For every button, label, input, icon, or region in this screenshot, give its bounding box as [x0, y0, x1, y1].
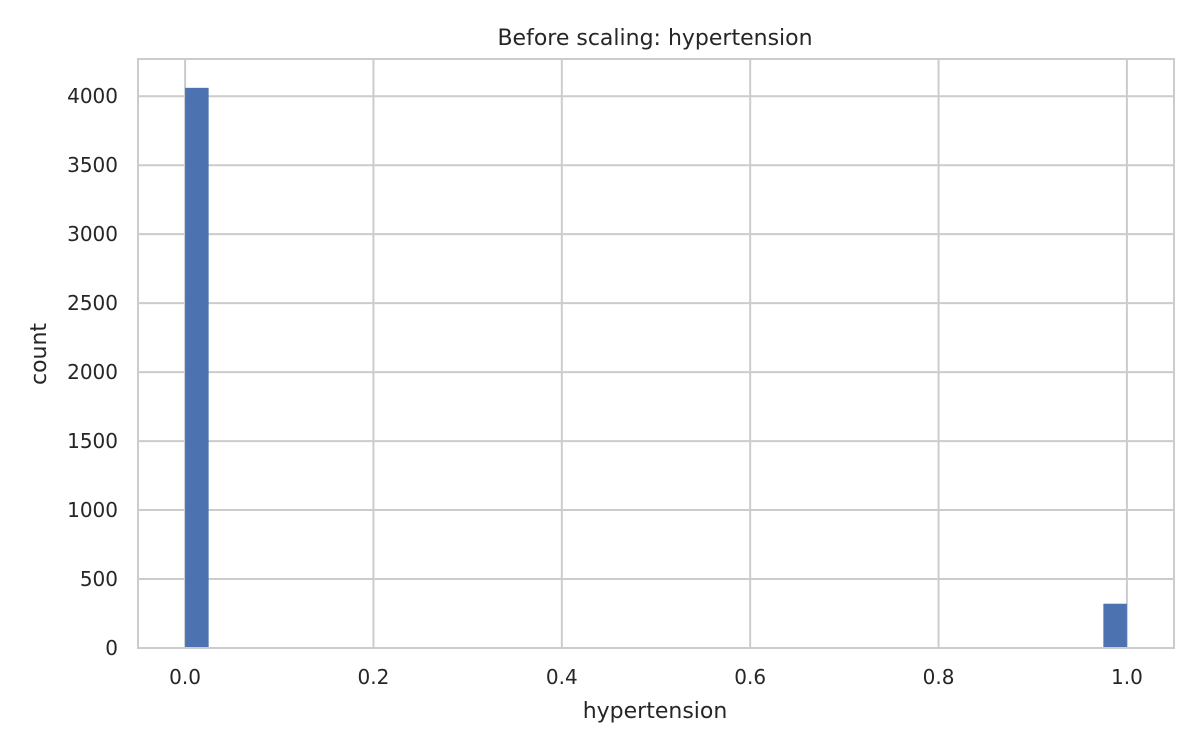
y-tick-label: 2000	[67, 360, 118, 384]
y-tick-label: 3500	[67, 153, 118, 177]
y-axis-ticks: 0 500 1000 1500 2000 2500 3000 3500 4000	[67, 84, 118, 660]
y-tick-label: 0	[105, 636, 118, 660]
histogram-bar	[185, 87, 209, 648]
x-tick-label: 0.0	[169, 665, 201, 689]
x-tick-label: 1.0	[1111, 665, 1143, 689]
x-axis-ticks: 0.0 0.2 0.4 0.6 0.8 1.0	[169, 665, 1143, 689]
y-tick-label: 3000	[67, 222, 118, 246]
y-tick-label: 2500	[67, 291, 118, 315]
x-axis-label: hypertension	[583, 699, 728, 724]
plot-frame	[137, 58, 1175, 649]
y-tick-label: 500	[80, 567, 118, 591]
y-tick-label: 1000	[67, 498, 118, 522]
y-axis-label: count	[27, 323, 52, 385]
x-tick-label: 0.8	[923, 665, 955, 689]
y-tick-label: 4000	[67, 84, 118, 108]
histogram-bar	[1103, 603, 1127, 648]
x-tick-label: 0.6	[734, 665, 766, 689]
grid-lines	[138, 59, 1174, 649]
x-tick-label: 0.4	[546, 665, 578, 689]
histogram-bars	[185, 87, 1127, 648]
chart-title: Before scaling: hypertension	[497, 26, 812, 51]
y-tick-label: 1500	[67, 429, 118, 453]
x-tick-label: 0.2	[358, 665, 390, 689]
